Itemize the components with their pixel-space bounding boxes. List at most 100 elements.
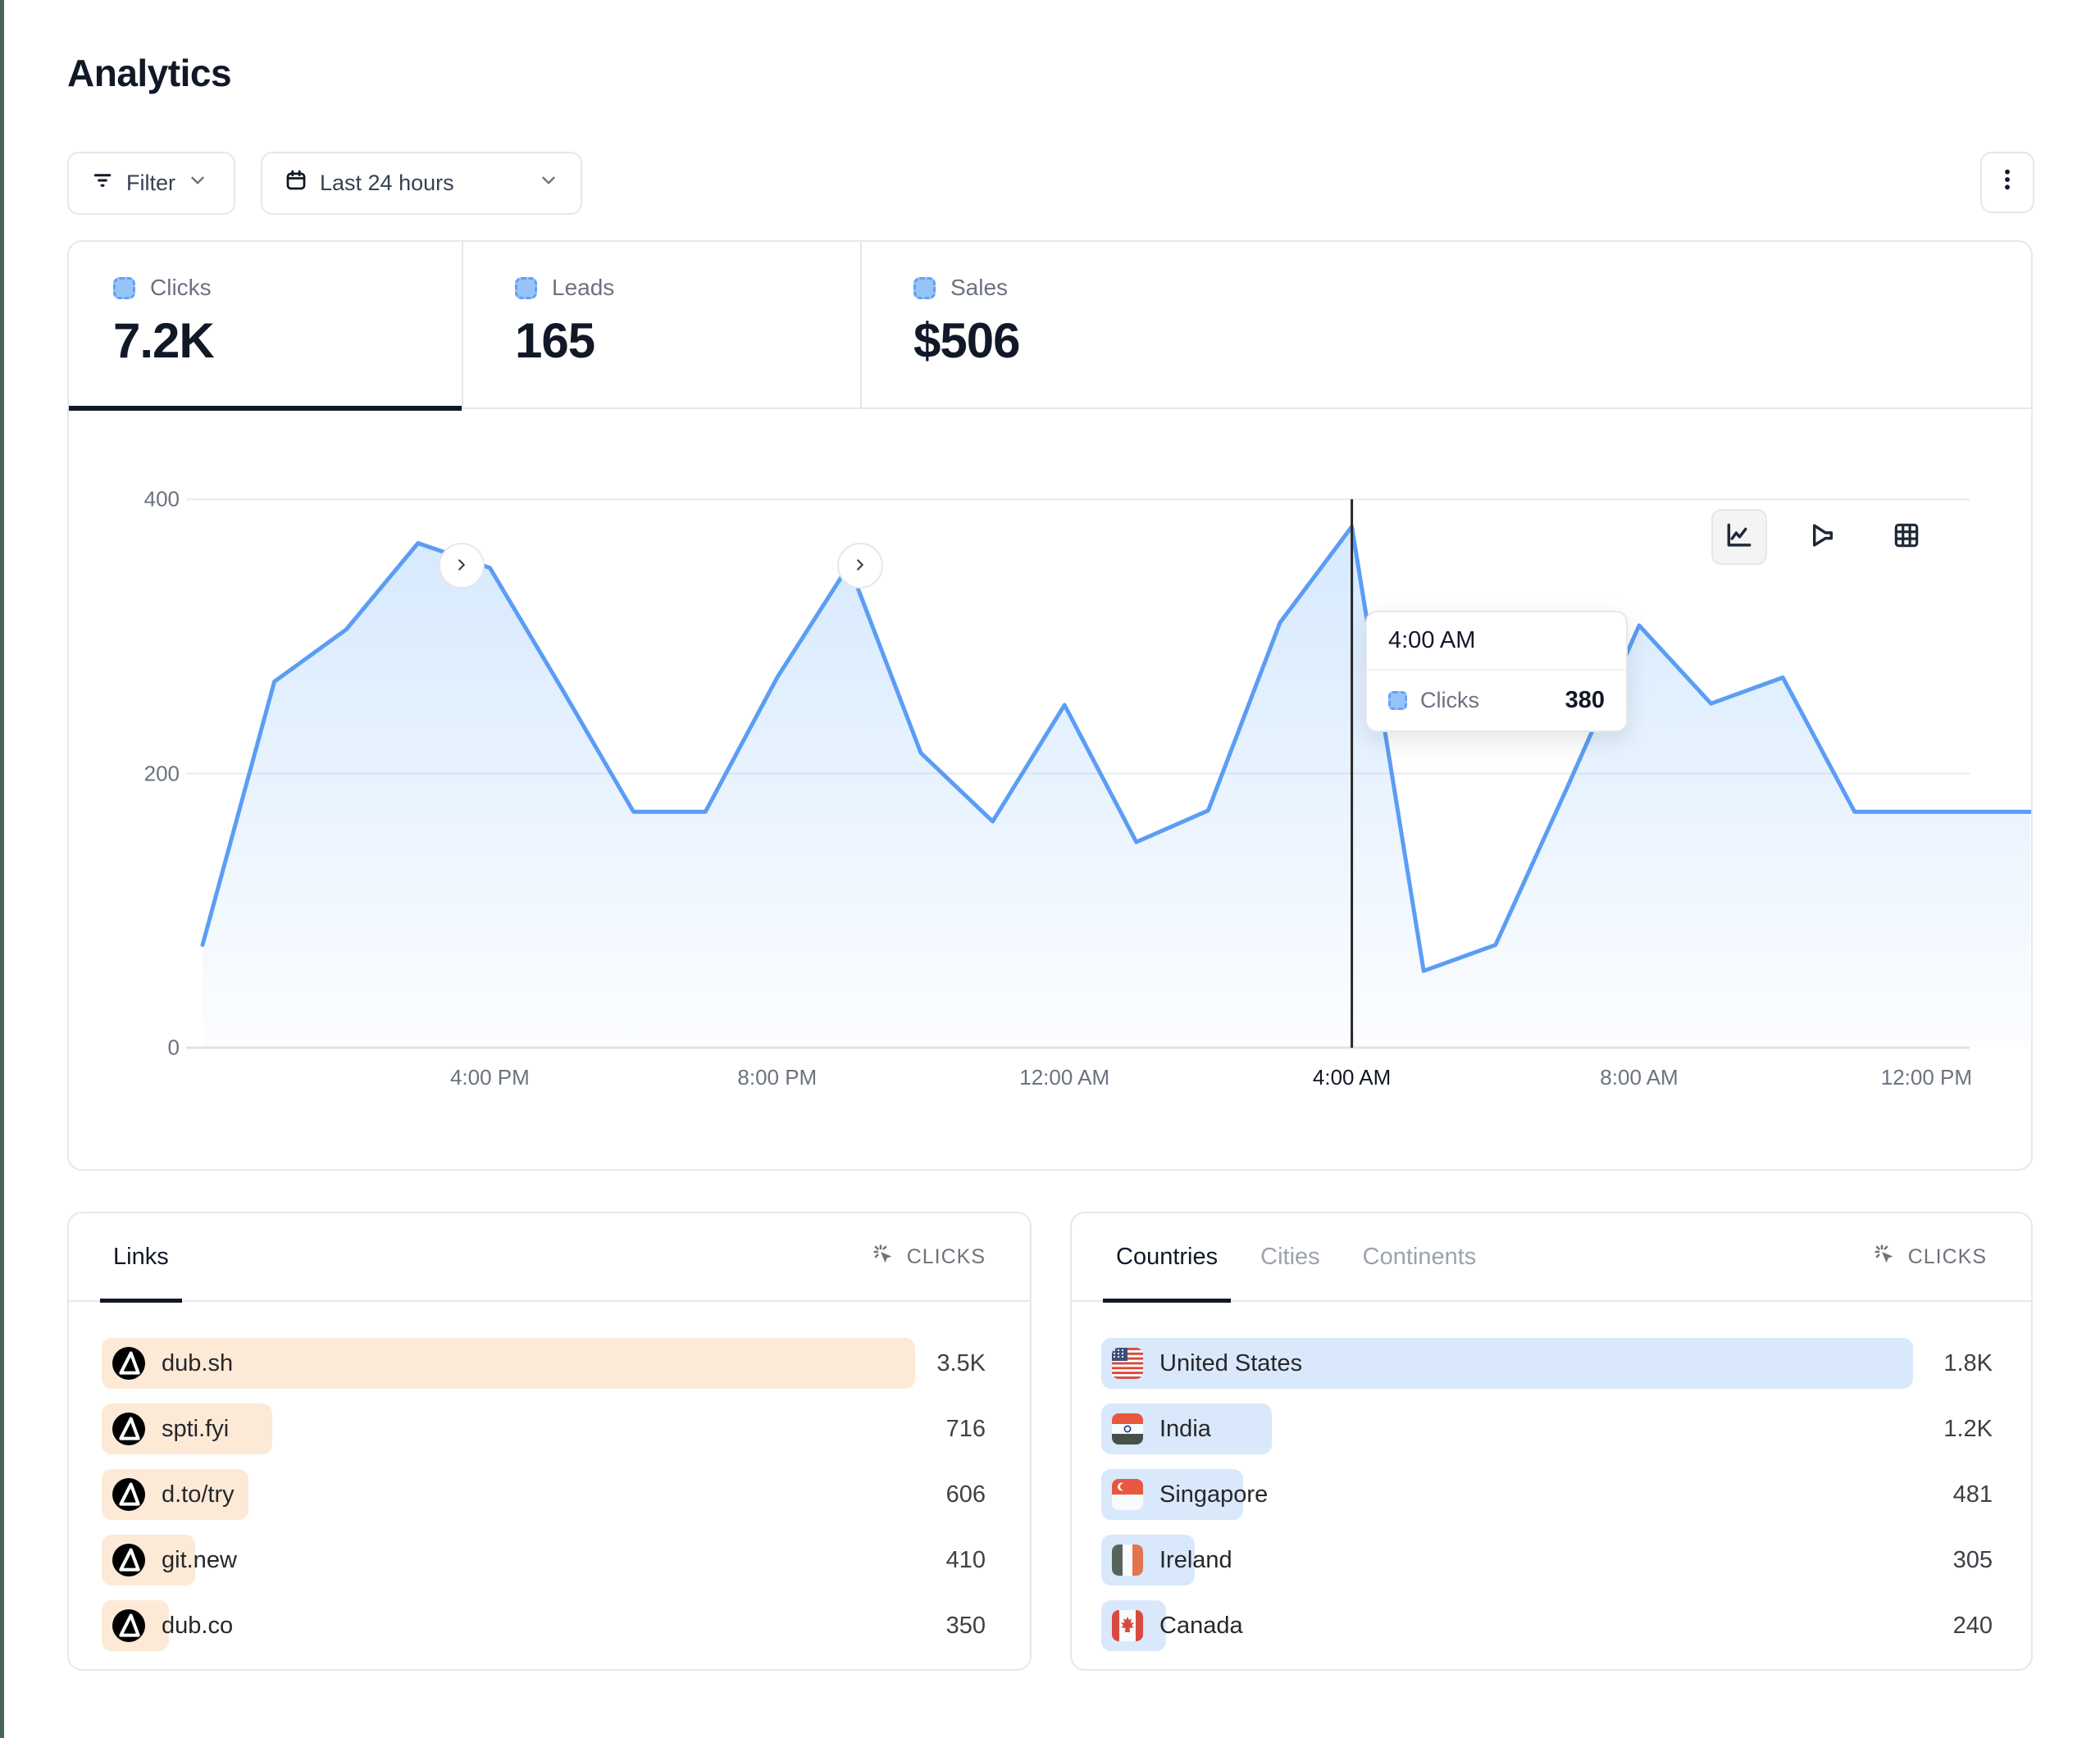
click-cursor-icon [871,1242,897,1272]
x-axis-label: 4:00 PM [449,1065,530,1090]
funnel-chart-icon [1807,520,1838,555]
dub-logo-icon [112,1609,145,1642]
tooltip-time: 4:00 AM [1367,612,1626,671]
dub-logo-icon [112,1347,145,1380]
countries-metric-label: CLICKS [1907,1244,1987,1268]
tab-links[interactable]: Links [100,1213,182,1303]
country-row[interactable]: Ireland 305 [1072,1535,2031,1586]
x-axis-label: 8:00 AM [1600,1065,1679,1090]
country-row[interactable]: United States 1.8K [1072,1338,2031,1389]
grid-table-view-button[interactable] [1879,509,1934,565]
sales-stat-value: $506 [913,313,1020,368]
calendar-icon [284,168,308,198]
line-chart-view-button[interactable] [1711,509,1767,565]
line-chart-icon [1724,520,1755,555]
country-row[interactable]: India 1.2K [1072,1404,2031,1454]
page-title: Analytics [67,52,232,94]
value-bar: dub.sh [102,1338,915,1389]
funnel-chart-view-button[interactable] [1795,509,1851,565]
click-cursor-icon [1872,1242,1898,1272]
stats-tabs-row: Clicks 7.2K Leads 165 [69,242,2034,589]
leads-stat-value: 165 [515,313,595,368]
date-range-label: Last 24 hours [320,171,454,195]
tab-sales[interactable]: Sales $506 [860,242,2034,409]
links-metric-label: CLICKS [906,1244,986,1268]
value-bar: Singapore [1101,1469,1268,1520]
tab-cities[interactable]: Cities [1260,1243,1320,1270]
value-bar: spti.fyi [102,1404,273,1454]
row-value: 1.8K [1943,1350,1993,1376]
date-range-button[interactable]: Last 24 hours [261,152,582,215]
country-row[interactable]: Canada 240 [1072,1600,2031,1651]
us-flag-icon [1112,1348,1143,1379]
kebab-menu-icon [1994,166,2020,199]
row-label: United States [1159,1349,1303,1376]
countries-metric[interactable]: CLICKS [1872,1242,1987,1272]
row-label: d.to/try [162,1481,235,1508]
india-flag-icon [1112,1413,1143,1445]
leads-stat-label: Leads [552,275,615,300]
row-value: 240 [1952,1613,1993,1639]
area-chart-canvas [186,498,2031,1049]
link-row[interactable]: spti.fyi 716 [69,1404,1030,1454]
filter-button[interactable]: Filter [67,152,235,215]
analytics-card: Clicks 7.2K Leads 165 [67,240,2033,1171]
row-label: India [1159,1415,1211,1442]
value-bar: d.to/try [102,1469,248,1520]
x-axis-label: 8:00 PM [737,1065,818,1090]
sales-legend-square-icon [913,276,936,299]
window-edge-strip [0,0,4,1738]
row-label: dub.sh [162,1349,234,1376]
row-value: 3.5K [936,1350,986,1376]
filter-lines-icon [90,168,115,198]
x-axis-label: 12:00 PM [1880,1065,1973,1090]
tab-continents[interactable]: Continents [1362,1243,1477,1270]
canada-flag-icon [1112,1610,1143,1641]
row-value: 410 [945,1547,986,1573]
tab-countries[interactable]: Countries [1102,1213,1232,1303]
tooltip-legend-square-icon [1388,691,1407,710]
links-metric[interactable]: CLICKS [871,1242,986,1272]
tooltip-value: 380 [1565,687,1605,713]
link-row[interactable]: d.to/try 606 [69,1469,1030,1520]
row-label: Ireland [1159,1546,1232,1573]
leads-legend-square-icon [515,276,537,299]
dub-logo-icon [112,1478,145,1511]
row-value: 1.2K [1943,1416,1993,1442]
value-bar: India [1101,1404,1272,1454]
value-bar: Ireland [1101,1535,1232,1586]
link-row[interactable]: git.new 410 [69,1535,1030,1586]
y-axis-label: 400 [143,486,180,512]
row-value: 606 [945,1481,986,1508]
row-label: Canada [1159,1612,1243,1639]
chevron-right-icon [851,556,869,576]
grid-table-icon [1891,520,1922,555]
chevron-down-icon [187,170,208,197]
chevron-down-icon [538,170,559,197]
tab-leads[interactable]: Leads 165 [462,242,860,409]
link-row[interactable]: dub.co 350 [69,1600,1030,1651]
row-label: git.new [162,1546,237,1573]
singapore-flag-icon [1112,1479,1143,1510]
y-axis-label: 200 [143,761,180,785]
y-axis-label: 0 [167,1035,180,1060]
clicks-legend-square-icon [113,276,135,299]
dub-logo-icon [112,1413,145,1445]
chart-tooltip: 4:00 AM Clicks 380 [1365,611,1628,732]
countries-panel: Countries Cities Continents CLICKS Unite… [1070,1212,2033,1671]
country-row[interactable]: Singapore 481 [1072,1469,2031,1520]
x-axis-label: 4:00 AM [1312,1065,1392,1090]
expand-clicks-leads-button[interactable] [439,543,485,589]
clicks-stat-label: Clicks [150,275,212,300]
clicks-time-series-chart[interactable]: 0 200 400 4:00 PM 8:00 PM 12:00 AM 4:00 AM 8:00… [69,409,2031,1169]
sales-stat-label: Sales [950,275,1009,300]
link-row[interactable]: dub.sh 3.5K [69,1338,1030,1389]
more-options-button[interactable] [1980,152,2034,213]
tab-clicks[interactable]: Clicks 7.2K [69,242,462,411]
chart-view-switcher [1711,509,1934,565]
ireland-flag-icon [1112,1545,1143,1576]
expand-leads-sales-button[interactable] [837,543,883,589]
tooltip-series-label: Clicks [1420,688,1479,712]
row-value: 350 [945,1613,986,1639]
